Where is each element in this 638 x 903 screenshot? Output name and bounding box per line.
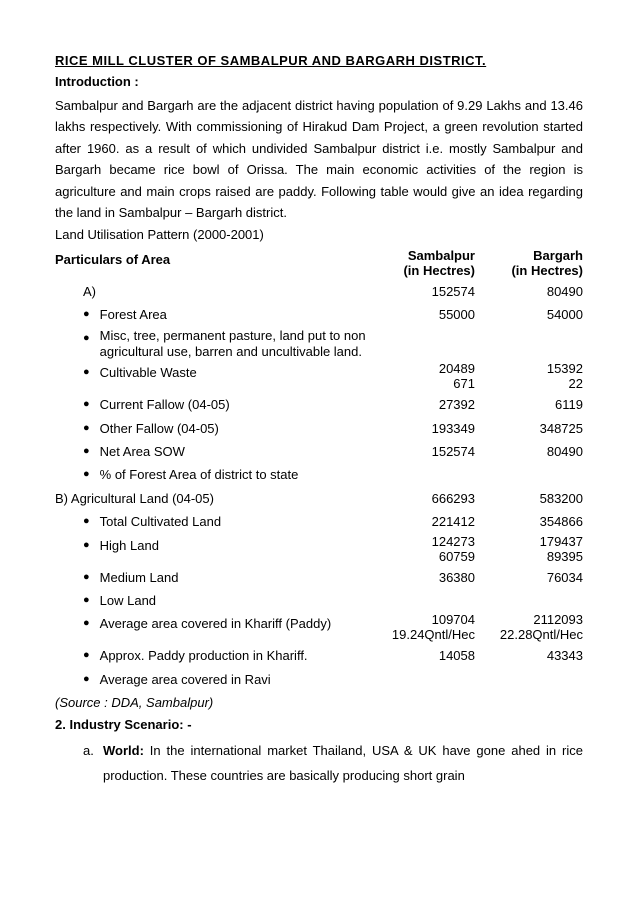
cell: 17943789395 [475, 535, 583, 565]
cell: 80490 [475, 441, 583, 462]
source: (Source : DDA, Sambalpur) [55, 692, 583, 713]
cell: 1539222 [475, 362, 583, 392]
cell: 666293 [367, 488, 475, 509]
header-bargarh: Bargarh (in Hectres) [475, 249, 583, 279]
cell: 12427360759 [367, 535, 475, 565]
cell: 20489671 [367, 362, 475, 392]
table-row: ●Average area covered in Ravi [55, 669, 367, 690]
page-title: RICE MILL CLUSTER OF SAMBALPUR AND BARGA… [55, 50, 583, 71]
cell: 348725 [475, 418, 583, 439]
cell: 27392 [367, 394, 475, 415]
table-row: ●Approx. Paddy production in Khariff. [55, 645, 367, 666]
intro-text: Sambalpur and Bargarh are the adjacent d… [55, 95, 583, 224]
cell: 54000 [475, 304, 583, 325]
intro-label: Introduction : [55, 71, 583, 92]
cell: 152574 [367, 281, 475, 302]
table-row: ●Medium Land [55, 567, 367, 588]
header-sambalpur: Sambalpur (in Hectres) [367, 249, 475, 279]
section-b: B) Agricultural Land (04-05) [55, 488, 367, 509]
cell: 354866 [475, 511, 583, 532]
cell: 221412 [367, 511, 475, 532]
table-row: ●Cultivable Waste [55, 362, 367, 383]
cell: 211209322.28Qntl/Hec [475, 613, 583, 643]
cell: 36380 [367, 567, 475, 588]
table-row: ●Forest Area [55, 304, 367, 325]
table-row: ●% of Forest Area of district to state [55, 464, 367, 485]
scenario-title: 2. Industry Scenario: - [55, 714, 583, 735]
table-row: ●Average area covered in Khariff (Paddy) [55, 613, 367, 634]
cell: 76034 [475, 567, 583, 588]
section-a: A) [55, 281, 367, 302]
table-row: ●Net Area SOW [55, 441, 367, 462]
cell: 10970419.24Qntl/Hec [367, 613, 475, 643]
table-row: ●Total Cultivated Land [55, 511, 367, 532]
cell: 80490 [475, 281, 583, 302]
header-particulars: Particulars of Area [55, 249, 367, 279]
land-pattern: Land Utilisation Pattern (2000-2001) [55, 224, 583, 245]
data-table: Particulars of Area Sambalpur (in Hectre… [55, 249, 583, 690]
cell: 6119 [475, 394, 583, 415]
table-row: ●Low Land [55, 590, 367, 611]
cell: 43343 [475, 645, 583, 666]
scenario-item: a. World: In the international market Th… [55, 739, 583, 788]
cell: 14058 [367, 645, 475, 666]
cell: 193349 [367, 418, 475, 439]
table-row: ●Current Fallow (04-05) [55, 394, 367, 415]
cell: 55000 [367, 304, 475, 325]
table-row: ●Misc, tree, permanent pasture, land put… [55, 328, 367, 361]
cell: 152574 [367, 441, 475, 462]
table-row: ●Other Fallow (04-05) [55, 418, 367, 439]
table-row: ●High Land [55, 535, 367, 556]
cell: 583200 [475, 488, 583, 509]
